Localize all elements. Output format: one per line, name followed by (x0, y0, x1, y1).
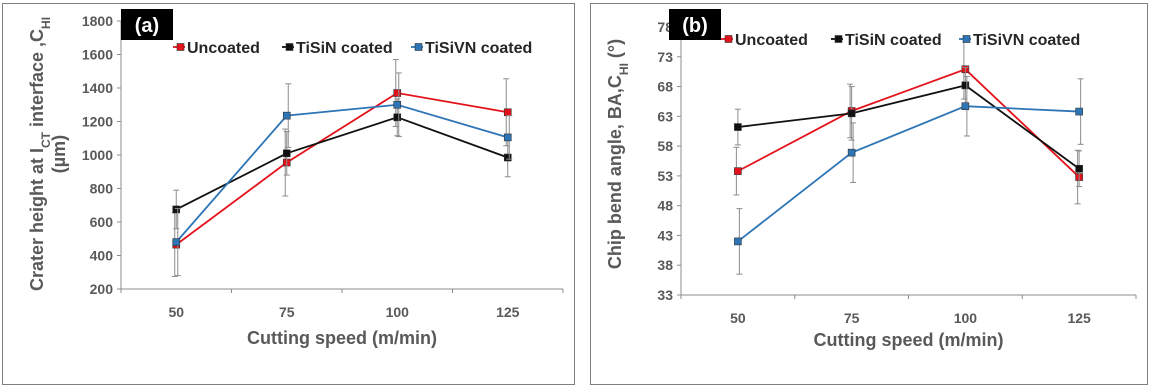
chart-a-panel-label-box (121, 9, 173, 40)
chart-b-y-axis-unit: (°) (605, 39, 625, 63)
chart-a-uncoated-line (175, 92, 508, 246)
chart-b-y-tick-label: 73 (657, 49, 673, 65)
chart-panel-b: 33 38 43 48 53 58 63 68 73 78 50 75 100 125 (b) Uncoate… (590, 3, 1148, 385)
chart-a-legend-tisivn-coated-marker (414, 43, 423, 51)
chart-b-legend-tisivn-coated-marker (962, 35, 971, 43)
chart-a-legend-tisin-coated-marker (285, 43, 294, 51)
chart-a-y-tick-label: 1600 (82, 47, 113, 63)
chart-a-tisin-coated-marker (503, 153, 512, 162)
chart-a-y-tick-label: 1800 (82, 13, 113, 29)
chart-a-legend-tisivn-coated-label: TiSiVN coated (425, 40, 532, 57)
chart-b-legend-uncoated-label: Uncoated (735, 32, 808, 49)
chart-a-tisin-coated-marker (172, 205, 181, 214)
chart-b-panel-label-box (669, 9, 721, 40)
chart-a-x-tick-label: 125 (496, 304, 520, 320)
chart-b-tisin-coated-marker (734, 123, 742, 131)
chart-b-tisin-coated-line (737, 84, 1080, 170)
chart-a-x-tick-label: 75 (279, 304, 295, 320)
chart-a-legend-uncoated-label: Uncoated (187, 40, 260, 57)
chart-a-y-tick-label: 800 (90, 181, 114, 197)
chart-b-tisin-coated-marker (847, 109, 856, 118)
chart-b-y-tick-label: 48 (657, 198, 673, 214)
chart-a-legend-uncoated-marker (176, 43, 185, 51)
chart-b-tisin-coated-marker (1075, 164, 1083, 173)
chart-b-legend-tisin-coated-marker (834, 35, 843, 43)
chart-b-uncoated-line (737, 68, 1080, 178)
chart-b-legend-uncoated-marker (724, 35, 733, 43)
chart-a-uncoated-marker (503, 108, 512, 117)
chart-b-y-axis-label: Chip bend angle, BA,CHI (°) (605, 39, 631, 269)
chart-a-uncoated-marker (393, 89, 402, 97)
chart-a-y-tick-label: 400 (90, 248, 114, 264)
chart-a-tisivn-coated-marker (503, 133, 512, 142)
chart-a-tisivn-coated-marker (172, 238, 181, 246)
chart-a-y-axis-label-sub: CT (39, 131, 53, 148)
chart-b-x-tick-label: 100 (954, 310, 978, 326)
chart-a-tisin-coated-line (175, 116, 509, 211)
chart-a-y-tick-label: 200 (90, 281, 114, 297)
chart-b-y-tick-label: 53 (657, 168, 673, 184)
chart-a-y-axis-label-sub2: HI (39, 17, 53, 29)
chart-a-tisivn-coated-marker (393, 100, 402, 109)
chart-b-legend-tisin-coated-label: TiSiN coated (845, 32, 942, 49)
chart-a-y-axis-unit: (µm) (49, 135, 69, 173)
chart-a-y-tick-label: 1400 (82, 80, 113, 96)
chart-b-y-tick-label: 33 (657, 287, 673, 303)
chart-a-x-tick-label: 100 (386, 304, 410, 320)
chart-a-y-tick-label: 600 (90, 214, 114, 230)
chart-b-y-tick-label: 43 (657, 227, 673, 243)
chart-panel-a: 200 400 600 800 1000 1200 1400 1600 1800 50 75 100 1… (2, 3, 575, 385)
chart-a-tisivn-coated-marker (282, 111, 291, 120)
chart-b-y-tick-label: 68 (657, 79, 673, 95)
chart-b-y-axis-label-main: Chip bend angle, BA,C (605, 75, 625, 269)
chart-a-legend-tisin-coated-label: TiSiN coated (296, 40, 393, 57)
chart-b-uncoated-marker (734, 167, 742, 175)
chart-b-panel-label: (b) (682, 15, 708, 37)
chart-a-y-tick-label: 1200 (82, 114, 113, 130)
chart-a-svg: 200 400 600 800 1000 1200 1400 1600 1800 50 75 100 1… (27, 9, 564, 348)
chart-b-tisivn-coated-marker (1075, 107, 1083, 116)
chart-a-y-axis-label-tail: interface ,C (27, 29, 47, 132)
chart-b-y-axis-label-sub: HI (617, 63, 631, 75)
chart-b-legend-tisivn-coated-label: TiSiVN coated (973, 32, 1080, 49)
chart-a-panel-label: (a) (135, 15, 159, 37)
chart-b-y-tick-label: 63 (657, 108, 673, 124)
chart-b-tisin-coated-marker (961, 81, 970, 90)
chart-b-x-tick-label: 75 (844, 310, 860, 326)
chart-b-tisivn-coated-marker (847, 148, 856, 157)
chart-a-x-axis-label: Cutting speed (m/min) (247, 328, 437, 348)
chart-a-tisin-coated-marker (282, 149, 291, 158)
chart-a-x-tick-label: 50 (168, 304, 184, 320)
chart-b-tisivn-coated-marker (961, 102, 970, 111)
chart-b-x-tick-label: 125 (1067, 310, 1091, 326)
chart-a-y-axis-label-main: Crater height at I (27, 148, 47, 291)
chart-b-tisivn-coated-line (737, 105, 1080, 243)
chart-a-tisin-coated-marker (393, 113, 402, 122)
chart-b-tisivn-coated-marker (734, 237, 742, 246)
chart-a-tisivn-coated-line (175, 103, 509, 243)
chart-a-y-axis-label: Crater height at ICT interface ,CHI (27, 17, 53, 291)
chart-b-x-axis-label: Cutting speed (m/min) (814, 330, 1004, 350)
chart-b-x-tick-label: 50 (730, 310, 746, 326)
chart-b-y-tick-label: 58 (657, 138, 673, 154)
chart-b-y-tick-label: 38 (657, 257, 673, 273)
chart-a-y-tick-label: 1000 (82, 147, 113, 163)
